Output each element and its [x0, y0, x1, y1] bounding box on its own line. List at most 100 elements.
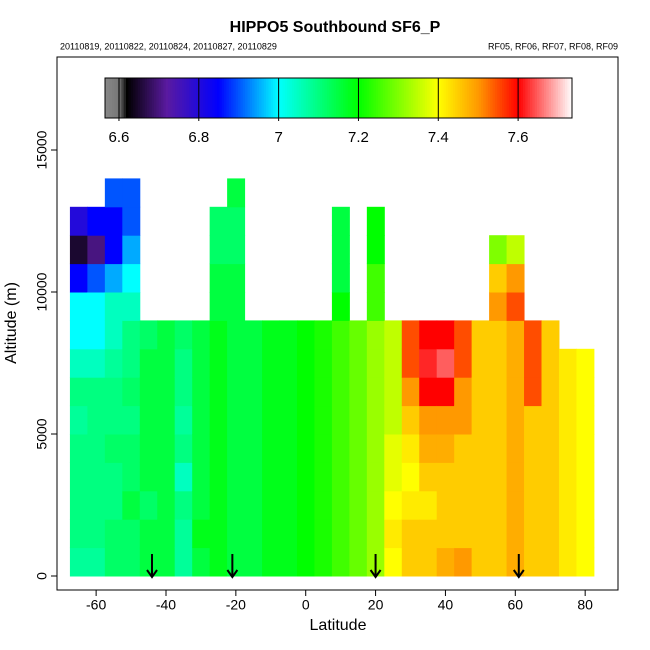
heatmap-cell	[349, 519, 368, 549]
colorbar-swatch	[361, 78, 365, 118]
heatmap-cell	[174, 377, 193, 407]
colorbar-swatch	[548, 78, 552, 118]
heatmap-cell	[471, 519, 490, 549]
heatmap-cell	[366, 405, 385, 435]
heatmap-cell	[209, 348, 228, 378]
heatmap-cell	[471, 405, 490, 435]
colorbar-swatch	[165, 78, 169, 118]
colorbar-swatch	[212, 78, 216, 118]
heatmap-cell	[331, 263, 350, 293]
colorbar-swatch	[543, 78, 547, 118]
colorbar-swatch	[312, 78, 316, 118]
colorbar-swatch	[301, 78, 305, 118]
heatmap-cell	[279, 519, 298, 549]
heatmap-cell	[104, 462, 123, 492]
heatmap-cell	[157, 377, 176, 407]
colorbar-swatch	[135, 78, 139, 118]
heatmap-cell	[384, 490, 403, 520]
heatmap-cell	[209, 462, 228, 492]
heatmap-cell	[122, 178, 141, 208]
heatmap-cell	[366, 235, 385, 265]
colorbar-swatch	[557, 78, 561, 118]
heatmap-cell	[244, 547, 263, 577]
colorbar-swatch	[289, 78, 293, 118]
colorbar-swatch	[107, 78, 111, 118]
colorbar-swatch	[406, 78, 410, 118]
heatmap-cell	[69, 320, 88, 350]
heatmap-cell	[454, 519, 473, 549]
heatmap-cell	[139, 405, 158, 435]
colorbar-swatch	[469, 78, 473, 118]
heatmap-cell	[314, 462, 333, 492]
colorbar-swatch	[408, 78, 412, 118]
colorbar-swatch	[373, 78, 377, 118]
colorbar-swatch	[366, 78, 370, 118]
heatmap-cell	[192, 377, 211, 407]
heatmap-cell	[314, 377, 333, 407]
heatmap-cell	[489, 348, 508, 378]
colorbar-swatch	[515, 78, 519, 118]
colorbar-swatch	[203, 78, 207, 118]
colorbar-swatch	[231, 78, 235, 118]
colorbar-swatch	[410, 78, 414, 118]
x-tick-label: -40	[156, 597, 176, 613]
heatmap-cell	[384, 405, 403, 435]
colorbar-swatch	[242, 78, 246, 118]
heatmap-cell	[104, 292, 123, 321]
colorbar-swatch	[522, 78, 526, 118]
heatmap-cell	[419, 434, 438, 463]
heatmap-cell	[87, 292, 106, 321]
colorbar-swatch	[221, 78, 225, 118]
colorbar-swatch	[401, 78, 405, 118]
heatmap-cell	[419, 377, 438, 407]
heatmap-cell	[296, 547, 315, 577]
heatmap-cell	[157, 462, 176, 492]
colorbar-swatch	[149, 78, 153, 118]
colorbar-swatch	[471, 78, 475, 118]
colorbar-swatch	[308, 78, 312, 118]
heatmap-cell	[87, 547, 106, 577]
colorbar-swatch	[114, 78, 118, 118]
heatmap-cell	[349, 320, 368, 350]
colorbar-swatch	[200, 78, 204, 118]
colorbar-swatch	[555, 78, 559, 118]
colorbar-swatch	[214, 78, 218, 118]
colorbar-swatch	[539, 78, 543, 118]
heatmap-cell	[541, 320, 560, 350]
colorbar-swatch	[121, 78, 125, 118]
heatmap-cell	[489, 263, 508, 293]
heatmap-cell	[279, 490, 298, 520]
heatmap-cell	[366, 462, 385, 492]
colorbar-swatch	[266, 78, 270, 118]
heatmap-cell	[541, 547, 560, 577]
heatmap-cell	[104, 377, 123, 407]
heatmap-cell	[506, 405, 525, 435]
x-tick-label: 40	[438, 597, 454, 613]
heatmap-cell	[157, 348, 176, 378]
heatmap-cell	[122, 462, 141, 492]
heatmap-cell	[87, 206, 106, 236]
heatmap-cell	[576, 462, 595, 492]
colorbar-swatch	[219, 78, 223, 118]
colorbar-swatch	[182, 78, 185, 118]
colorbar-swatch	[294, 78, 298, 118]
colorbar-swatch	[422, 78, 426, 118]
colorbar-swatch	[392, 78, 396, 118]
heatmap-cell	[558, 547, 577, 577]
heatmap-cell	[489, 377, 508, 407]
heatmap-cell	[366, 434, 385, 463]
heatmap-cell	[541, 462, 560, 492]
heatmap-cell	[384, 320, 403, 350]
heatmap-cell	[122, 320, 141, 350]
colorbar-swatch	[445, 78, 449, 118]
colorbar-swatch	[511, 78, 515, 118]
colorbar-swatch	[270, 78, 274, 118]
colorbar-swatch	[224, 78, 228, 118]
colorbar-swatch	[352, 78, 356, 118]
heatmap-cell	[69, 263, 88, 293]
heatmap-cell	[209, 377, 228, 407]
heatmap-cell	[366, 206, 385, 236]
heatmap-cell	[227, 434, 246, 463]
heatmap-cell	[558, 434, 577, 463]
colorbar-swatch	[569, 78, 573, 118]
